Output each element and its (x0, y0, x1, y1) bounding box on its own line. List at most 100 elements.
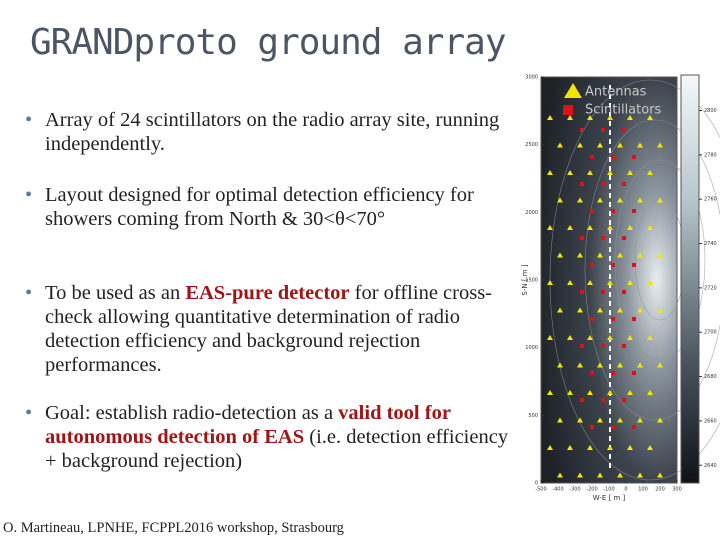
scintillator-marker (622, 344, 626, 348)
scintillator-marker (632, 317, 636, 321)
antenna-marker (637, 417, 643, 423)
colorbar-tick-label: 2640 (704, 463, 717, 469)
bullet: Goal: establish radio-detection as a val… (25, 401, 515, 473)
x-tick-label: -400 (552, 487, 563, 493)
scintillator-marker (632, 425, 636, 429)
legend-label: Antennas (585, 85, 647, 100)
scintillator-marker (580, 398, 584, 402)
scintillator-marker (601, 290, 605, 294)
highlight-text: valid tool for autonomous detection of E… (45, 402, 451, 448)
bullet-text: To be used as an (45, 282, 186, 304)
antenna-marker (587, 225, 593, 230)
antenna-marker (557, 142, 563, 148)
antenna-marker (627, 280, 633, 285)
scintillator-marker (580, 344, 584, 348)
antenna-marker (637, 197, 643, 203)
bullet-text: for offline cross-check allowing quantit… (45, 282, 493, 376)
antenna-marker (597, 197, 603, 203)
antenna-marker (627, 335, 633, 340)
antenna-marker (637, 252, 643, 258)
antenna-marker (587, 115, 593, 120)
antenna-marker (587, 170, 593, 175)
antenna-marker (627, 225, 633, 230)
x-tick-label: 300 (672, 487, 682, 493)
antenna-marker (627, 445, 633, 450)
antenna-marker (567, 170, 573, 175)
antenna-marker (617, 362, 623, 368)
scintillator-marker (580, 236, 584, 240)
antenna-marker (607, 390, 613, 395)
scintillator-marker (601, 182, 605, 186)
scintillator-marker (632, 209, 636, 213)
y-tick-label: 1500 (525, 278, 538, 284)
bullet: Array of 24 scintillators on the radio a… (25, 108, 515, 156)
footer: O. Martineau, LPNHE, FCPPL2016 workshop,… (3, 520, 344, 536)
antenna-marker (557, 417, 563, 423)
scintillator-marker (611, 371, 615, 375)
colorbar-tick-label: 2700 (704, 330, 717, 336)
y-tick-label: 0 (535, 481, 538, 487)
antenna-marker (597, 142, 603, 148)
antenna-marker (657, 252, 663, 258)
antenna-marker (577, 307, 583, 313)
antenna-marker (597, 472, 603, 478)
antenna-marker (657, 362, 663, 368)
bullet-text: Goal: establish radio-detection as a (45, 402, 339, 424)
scintillator-marker (611, 209, 615, 213)
scintillator-marker (611, 317, 615, 321)
scintillator-marker (601, 236, 605, 240)
antenna-marker (617, 472, 623, 478)
antenna-marker (587, 445, 593, 450)
scintillator-marker (622, 398, 626, 402)
bullet-text: Layout designed for optimal detection ef… (45, 184, 474, 230)
antenna-marker (597, 252, 603, 258)
colorbar-tick-label: 2720 (704, 285, 717, 291)
scintillator-marker (601, 128, 605, 132)
antenna-marker (547, 170, 553, 175)
antenna-marker (647, 390, 653, 395)
scintillator-marker (611, 263, 615, 267)
scintillator-marker (580, 128, 584, 132)
antenna-marker (607, 335, 613, 340)
antenna-marker (567, 225, 573, 230)
legend-label: Scintillators (585, 103, 662, 118)
colorbar-tick-label: 2780 (704, 152, 717, 158)
x-tick-label: -100 (603, 487, 614, 493)
antenna-marker (657, 472, 663, 478)
y-tick-label: 500 (528, 413, 538, 419)
antenna-marker (557, 472, 563, 478)
scintillator-marker (580, 182, 584, 186)
scintillator-marker (622, 290, 626, 294)
antenna-marker (547, 335, 553, 340)
antenna-marker (627, 115, 633, 120)
bullet-text: Array of 24 scintillators on the radio a… (45, 109, 500, 155)
antenna-marker (647, 280, 653, 285)
antenna-marker (647, 170, 653, 175)
scintillator-marker (590, 317, 594, 321)
y-tick-label: 2500 (525, 142, 538, 148)
x-tick-label: -300 (569, 487, 580, 493)
x-tick-label: 100 (638, 487, 648, 493)
antenna-marker (567, 280, 573, 285)
scintillator-marker (590, 425, 594, 429)
antenna-marker (627, 170, 633, 175)
antenna-marker (657, 417, 663, 423)
antenna-marker (647, 225, 653, 230)
legend-marker (564, 83, 582, 98)
scintillator-marker (622, 128, 626, 132)
antenna-marker (567, 390, 573, 395)
antenna-marker (657, 197, 663, 203)
map-background (540, 76, 678, 484)
antenna-marker (577, 142, 583, 148)
antenna-marker (637, 362, 643, 368)
antenna-marker (627, 390, 633, 395)
antenna-marker (617, 252, 623, 258)
scintillator-marker (580, 290, 584, 294)
antenna-marker (617, 417, 623, 423)
antenna-marker (577, 362, 583, 368)
antenna-marker (607, 115, 613, 120)
antenna-marker (617, 307, 623, 313)
bullet-text: (i.e. detection efficiency + background … (45, 426, 509, 472)
antenna-marker (637, 307, 643, 313)
